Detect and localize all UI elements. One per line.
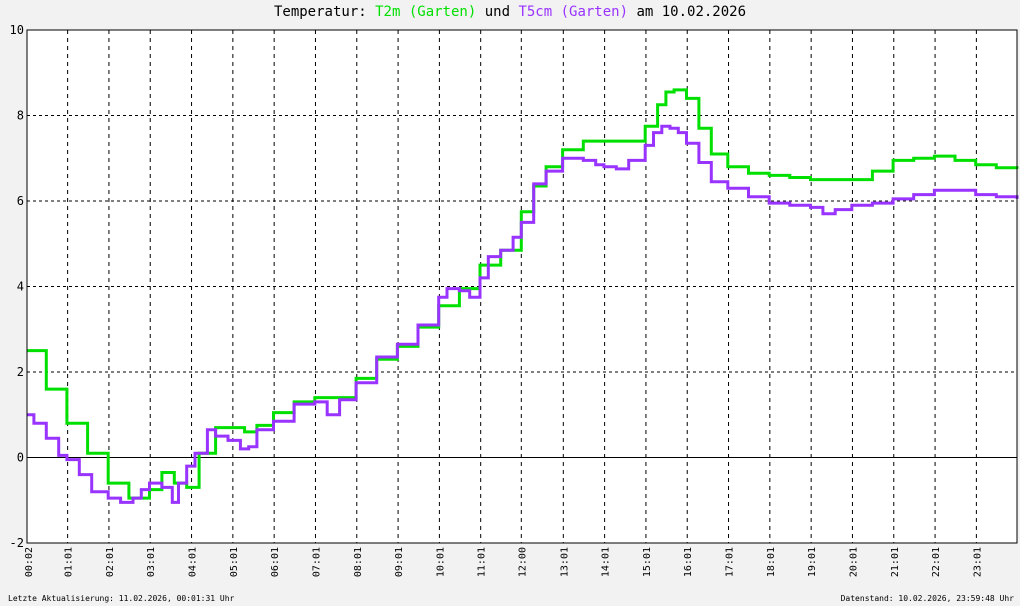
- x-tick-label: 10:01: [435, 547, 446, 577]
- x-tick-label: 14:01: [601, 547, 612, 577]
- x-tick-label: 18:01: [766, 547, 777, 577]
- title-middle: und: [476, 4, 519, 20]
- x-tick-label: 23:01: [972, 547, 983, 577]
- y-tick-label: 0: [17, 451, 24, 465]
- x-tick-label: 16:01: [683, 547, 694, 577]
- y-tick-label: -2: [10, 536, 24, 550]
- title-suffix: am 10.02.2026: [628, 4, 747, 20]
- x-tick-label: 05:01: [229, 547, 240, 577]
- x-tick-label: 07:01: [311, 547, 322, 577]
- plot-border: [26, 29, 1018, 544]
- x-tick-label: 04:01: [188, 547, 199, 577]
- title-series1: T2m (Garten): [375, 4, 477, 20]
- series-line-t5cm: [26, 124, 1019, 504]
- y-tick-label: 2: [17, 365, 24, 379]
- x-tick-label: 15:01: [642, 547, 653, 577]
- title-prefix: Temperatur:: [273, 4, 376, 20]
- x-tick-label: 22:01: [931, 547, 942, 577]
- x-tick-label: 21:01: [890, 547, 901, 577]
- x-tick-label: 03:01: [146, 547, 157, 577]
- x-tick-label: 08:01: [353, 547, 364, 577]
- chart-title: Temperatur: T2m (Garten) und T5cm (Garte…: [0, 4, 1020, 20]
- x-tick-label: 06:01: [270, 547, 281, 577]
- y-tick-label: 6: [17, 194, 24, 208]
- title-series2: T5cm (Garten): [518, 4, 629, 20]
- last-update-note: Letzte Aktualisierung: 11.02.2026, 00:01…: [8, 594, 235, 603]
- x-tick-label: 02:01: [105, 547, 116, 577]
- y-tick-label: 8: [17, 109, 24, 123]
- x-tick-label: 12:00: [517, 547, 528, 577]
- x-tick-label: 13:01: [559, 547, 570, 577]
- y-tick-label: 4: [17, 280, 24, 294]
- x-tick-label: 20:01: [848, 547, 859, 577]
- x-tick-label: 00:02: [24, 547, 35, 577]
- x-tick-label: 01:01: [64, 547, 75, 577]
- data-status-note: Datenstand: 10.02.2026, 23:59:48 Uhr: [840, 594, 1014, 603]
- x-tick-label: 09:01: [394, 547, 405, 577]
- x-tick-label: 19:01: [807, 547, 818, 577]
- y-tick-label: 10: [10, 23, 24, 37]
- x-tick-label: 11:01: [477, 547, 488, 577]
- x-tick-label: 17:01: [725, 547, 736, 577]
